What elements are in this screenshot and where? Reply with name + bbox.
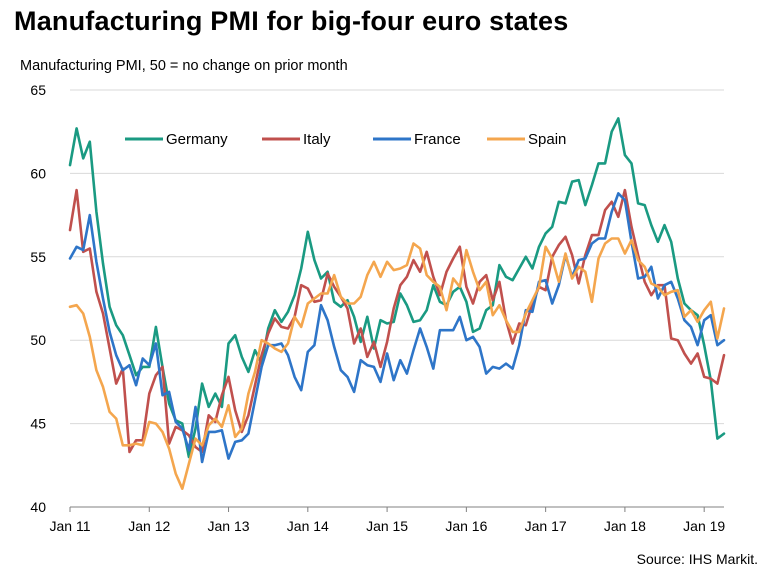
source-note: Source: IHS Markit. [636,551,758,567]
y-tick-label: 40 [30,499,46,515]
x-tick-label: Jan 19 [683,518,725,534]
x-tick-label: Jan 16 [445,518,487,534]
axes: 40 45 50 55 60 65 Jan 11 Jan 12 Jan 13 Jan 14 Jan … [30,82,725,534]
legend-label-spain: Spain [528,131,566,148]
y-tick-label: 55 [30,249,46,265]
chart-title: Manufacturing PMI for big-four euro stat… [14,6,569,36]
x-tick-label: Jan 15 [366,518,408,534]
series-lines [68,117,726,491]
y-tick-label: 45 [30,416,46,432]
x-tick-label: Jan 12 [128,518,170,534]
legend-label-germany: Germany [166,131,228,148]
legend-label-italy: Italy [303,131,331,148]
series-line-spain [68,237,726,491]
x-tick-label: Jan 17 [525,518,567,534]
y-tick-label: 50 [30,332,46,348]
series-line-italy [68,188,726,454]
series-line-germany [68,117,726,459]
y-tick-label: 60 [30,165,46,181]
x-tick-label: Jan 18 [604,518,646,534]
y-tick-label: 65 [30,82,46,98]
legend: Germany Italy France Spain [125,131,566,148]
series-line-france [68,192,726,464]
legend-label-france: France [414,131,461,148]
x-tick-label: Jan 13 [208,518,250,534]
x-tick-label: Jan 14 [287,518,329,534]
chart-subtitle: Manufacturing PMI, 50 = no change on pri… [20,58,348,74]
x-tick-label: Jan 11 [50,518,91,534]
